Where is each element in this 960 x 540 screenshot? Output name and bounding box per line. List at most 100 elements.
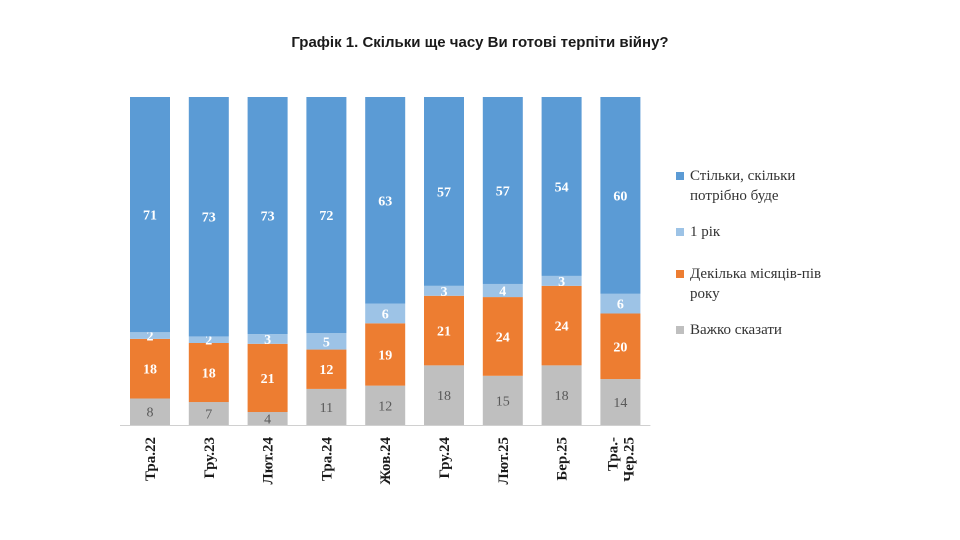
data-label: 7 (205, 408, 212, 423)
chart-title: Графік 1. Скільки ще часу Ви готові терп… (291, 34, 669, 51)
data-label: 20 (613, 340, 627, 355)
bar-segment (541, 285, 582, 366)
data-label: 3 (441, 285, 448, 300)
bar-segment (188, 336, 229, 343)
bar-segment (541, 365, 582, 425)
data-label: 6 (617, 298, 624, 313)
data-label: 19 (378, 348, 392, 363)
data-label: 57 (437, 185, 451, 200)
legend-label: Декілька місяців-пів року (690, 266, 822, 302)
data-label: 2 (205, 334, 212, 349)
legend-label: Стільки, скільки потрібно буде (690, 168, 796, 204)
bar-segment (247, 412, 288, 425)
bar-segment (365, 303, 406, 324)
svg-text:Лют.25: Лют.25 (496, 437, 512, 484)
bar-segment (188, 343, 229, 403)
data-label: 8 (147, 406, 154, 421)
data-label: 15 (496, 394, 510, 409)
bar-segment (365, 385, 406, 425)
data-label: 18 (437, 389, 451, 404)
svg-text:Тра.22: Тра.22 (143, 437, 159, 481)
bar-segment (424, 97, 464, 286)
bar-segment (130, 332, 170, 339)
bar-segment (365, 97, 406, 304)
data-label: 5 (323, 335, 330, 350)
x-tick-label: Гру.24 (437, 437, 453, 479)
bar-segment (541, 97, 582, 276)
bar-segment (188, 402, 229, 425)
data-label: 14 (613, 396, 627, 411)
legend-item: Декілька місяців-пів року (676, 264, 876, 304)
data-label: 72 (319, 209, 333, 224)
data-label: 73 (202, 211, 216, 226)
data-label: 4 (264, 413, 271, 428)
legend-item: Важко сказати (676, 320, 876, 340)
legend-item: 1 рік (676, 222, 876, 242)
bar-segment (306, 97, 347, 334)
data-label: 12 (319, 363, 333, 378)
bar-segment (130, 97, 170, 333)
bar-segment (306, 333, 347, 350)
bar-segment (130, 338, 170, 399)
data-label: 73 (261, 210, 275, 225)
data-label: 2 (147, 330, 154, 345)
bar-segment (247, 343, 288, 413)
x-tick-label: Тра.24 (319, 437, 335, 482)
data-label: 12 (378, 399, 392, 414)
bar-segment (482, 97, 523, 284)
bar-segment (600, 313, 641, 380)
data-label: 3 (264, 333, 271, 348)
x-tick-label: Лют.24 (261, 437, 277, 485)
data-label: 21 (437, 325, 451, 340)
bar-segment (600, 97, 641, 294)
data-label: 6 (382, 307, 389, 322)
bar-segment (424, 295, 464, 366)
data-label: 71 (143, 209, 157, 224)
bar-segment (600, 293, 641, 314)
data-label: 54 (555, 180, 569, 195)
x-tick-label: Жов.24 (378, 437, 394, 485)
bar-segment (247, 97, 288, 335)
x-tick-label: Тра.22 (143, 437, 159, 481)
bar-segment (247, 334, 288, 344)
x-tick-label: Лют.25 (496, 437, 512, 484)
bar-segment (306, 349, 347, 389)
legend-label: 1 рік (690, 224, 721, 240)
data-label: 18 (202, 367, 216, 382)
legend-swatch (676, 270, 684, 278)
legend-swatch (676, 172, 684, 180)
svg-text:Гру.24: Гру.24 (437, 437, 453, 479)
svg-text:Лют.24: Лют.24 (261, 437, 277, 485)
x-tick-label: Гру.23 (202, 437, 218, 479)
bar-segment (130, 398, 170, 425)
svg-text:Бер.25: Бер.25 (555, 437, 571, 481)
data-label: 24 (555, 320, 569, 335)
bar-segment (188, 97, 229, 337)
bar-segment (306, 388, 347, 425)
legend-swatch (676, 228, 684, 236)
data-label: 3 (558, 275, 565, 290)
x-tick-label: Бер.25 (555, 437, 571, 481)
data-label: 18 (555, 389, 569, 404)
data-label: 11 (320, 401, 333, 416)
data-label: 24 (496, 330, 510, 345)
svg-text:Тра.24: Тра.24 (319, 437, 335, 482)
chart-legend: Стільки, скільки потрібно буде 1 рік Декіл… (676, 166, 876, 340)
svg-text:Чер.25: Чер.25 (621, 437, 637, 482)
data-label: 57 (496, 184, 510, 199)
x-tick-label: Тра.- Чер.25 (605, 437, 637, 482)
svg-text:Жов.24: Жов.24 (378, 437, 394, 485)
data-label: 60 (613, 189, 627, 204)
bar-segment (424, 365, 464, 425)
data-label: 4 (499, 285, 506, 300)
data-label: 63 (378, 194, 392, 209)
legend-label: Важко сказати (690, 322, 782, 338)
data-label: 21 (261, 372, 275, 387)
bar-segment (365, 323, 406, 386)
svg-text:Гру.23: Гру.23 (202, 437, 218, 479)
svg-text:Тра.-: Тра.- (605, 437, 621, 471)
bar-segment (600, 379, 641, 425)
bar-segment (424, 285, 464, 296)
bar-segment (482, 297, 523, 376)
